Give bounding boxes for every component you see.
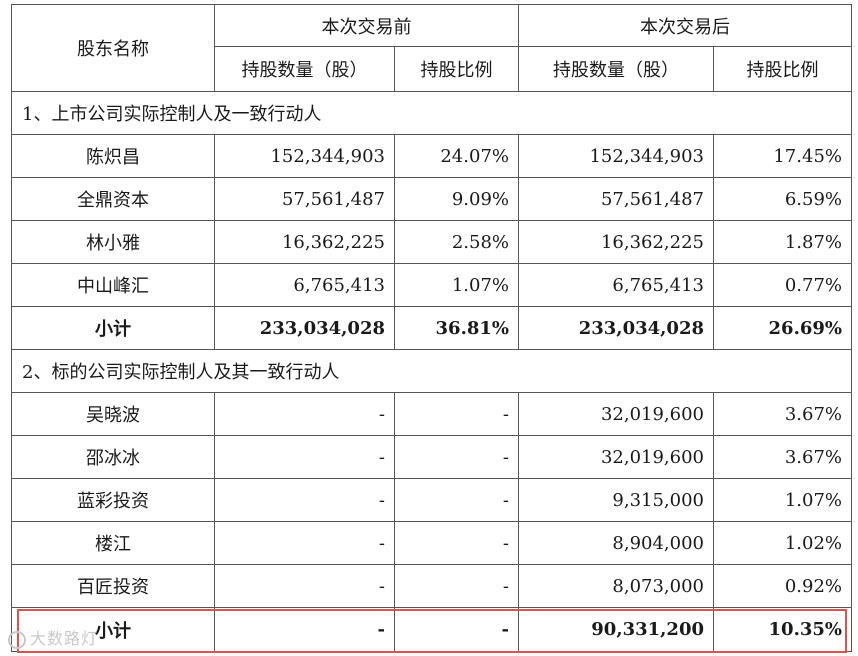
after-shares: 16,362,225 <box>518 220 714 264</box>
header-after-shares: 持股数量（股） <box>518 46 714 92</box>
before-ratio: - <box>394 521 519 565</box>
before-shares: - <box>214 478 395 522</box>
section-row: 1、上市公司实际控制人及一致行动人 <box>11 91 852 135</box>
before-shares: - <box>214 564 395 608</box>
section-row: 2、标的公司实际控制人及其一致行动人 <box>11 349 852 393</box>
section2-title: 2、标的公司实际控制人及其一致行动人 <box>11 349 852 393</box>
after-ratio: 3.67% <box>713 435 852 479</box>
shareholder-name: 中山峰汇 <box>11 263 215 307</box>
header-shareholder: 股东名称 <box>11 4 215 92</box>
after-shares: 6,765,413 <box>518 263 714 307</box>
table-row: 吴晓波 - - 32,019,600 3.67% <box>11 392 852 436</box>
after-shares: 8,904,000 <box>518 521 714 565</box>
header-row-1: 股东名称 本次交易前 本次交易后 <box>11 4 852 92</box>
after-ratio: 26.69% <box>713 306 852 350</box>
subtotal-label: 小计 <box>11 306 215 350</box>
table-row: 全鼎资本 57,561,487 9.09% 57,561,487 6.59% <box>11 177 852 221</box>
table-row: 中山峰汇 6,765,413 1.07% 6,765,413 0.77% <box>11 263 852 307</box>
after-ratio: 1.87% <box>713 220 852 264</box>
header-before-ratio: 持股比例 <box>394 46 519 92</box>
before-shares: 152,344,903 <box>214 134 395 178</box>
before-shares: - <box>214 521 395 565</box>
before-shares: 57,561,487 <box>214 177 395 221</box>
subtotal-row: 小计 233,034,028 36.81% 233,034,028 26.69% <box>11 306 852 350</box>
before-shares: - <box>214 392 395 436</box>
after-shares: 90,331,200 <box>518 607 714 652</box>
header-after-ratio: 持股比例 <box>713 46 852 92</box>
subtotal-label: 小计 <box>11 607 215 652</box>
after-ratio: 10.35% <box>713 607 852 652</box>
before-ratio: - <box>394 478 519 522</box>
before-ratio: 9.09% <box>394 177 519 221</box>
watermark-text: 大数路灯 <box>30 629 99 648</box>
before-ratio: - <box>394 607 519 652</box>
after-shares: 8,073,000 <box>518 564 714 608</box>
table-row: 林小雅 16,362,225 2.58% 16,362,225 1.87% <box>11 220 852 264</box>
after-ratio: 0.77% <box>713 263 852 307</box>
before-shares: 16,362,225 <box>214 220 395 264</box>
before-shares: 6,765,413 <box>214 263 395 307</box>
header-after: 本次交易后 <box>518 4 852 47</box>
shareholder-name: 邵冰冰 <box>11 435 215 479</box>
before-ratio: 1.07% <box>394 263 519 307</box>
shareholder-name: 百匠投资 <box>11 564 215 608</box>
table-row: 邵冰冰 - - 32,019,600 3.67% <box>11 435 852 479</box>
header-before: 本次交易前 <box>214 4 519 47</box>
after-shares: 32,019,600 <box>518 392 714 436</box>
after-shares: 9,315,000 <box>518 478 714 522</box>
table-row: 陈炽昌 152,344,903 24.07% 152,344,903 17.45… <box>11 134 852 178</box>
shareholder-name: 楼江 <box>11 521 215 565</box>
after-ratio: 0.92% <box>713 564 852 608</box>
after-shares: 152,344,903 <box>518 134 714 178</box>
after-ratio: 6.59% <box>713 177 852 221</box>
shareholder-name: 陈炽昌 <box>11 134 215 178</box>
before-shares: - <box>214 435 395 479</box>
table-row: 百匠投资 - - 8,073,000 0.92% <box>11 564 852 608</box>
before-ratio: 36.81% <box>394 306 519 350</box>
before-shares: - <box>214 607 395 652</box>
after-ratio: 1.02% <box>713 521 852 565</box>
table-row: 楼江 - - 8,904,000 1.02% <box>11 521 852 565</box>
before-ratio: 2.58% <box>394 220 519 264</box>
shareholder-name: 吴晓波 <box>11 392 215 436</box>
shareholder-name: 蓝彩投资 <box>11 478 215 522</box>
after-ratio: 3.67% <box>713 392 852 436</box>
after-ratio: 1.07% <box>713 478 852 522</box>
watermark: 大数路灯 <box>8 625 98 649</box>
after-ratio: 17.45% <box>713 134 852 178</box>
subtotal-row: 小计 - - 90,331,200 10.35% <box>11 607 852 652</box>
before-ratio: - <box>394 435 519 479</box>
before-ratio: - <box>394 392 519 436</box>
after-shares: 57,561,487 <box>518 177 714 221</box>
section1-title: 1、上市公司实际控制人及一致行动人 <box>11 91 852 135</box>
table-row: 蓝彩投资 - - 9,315,000 1.07% <box>11 478 852 522</box>
before-shares: 233,034,028 <box>214 306 395 350</box>
before-ratio: - <box>394 564 519 608</box>
watermark-logo-icon <box>8 630 26 649</box>
after-shares: 32,019,600 <box>518 435 714 479</box>
after-shares: 233,034,028 <box>518 306 714 350</box>
header-before-shares: 持股数量（股） <box>214 46 395 92</box>
shareholder-name: 林小雅 <box>11 220 215 264</box>
shareholder-name: 全鼎资本 <box>11 177 215 221</box>
shareholding-table: 股东名称 本次交易前 本次交易后 持股数量（股） 持股比例 持股数量（股） 持股… <box>11 4 852 652</box>
before-ratio: 24.07% <box>394 134 519 178</box>
header-row-2: 持股数量（股） 持股比例 持股数量（股） 持股比例 <box>12 46 852 92</box>
